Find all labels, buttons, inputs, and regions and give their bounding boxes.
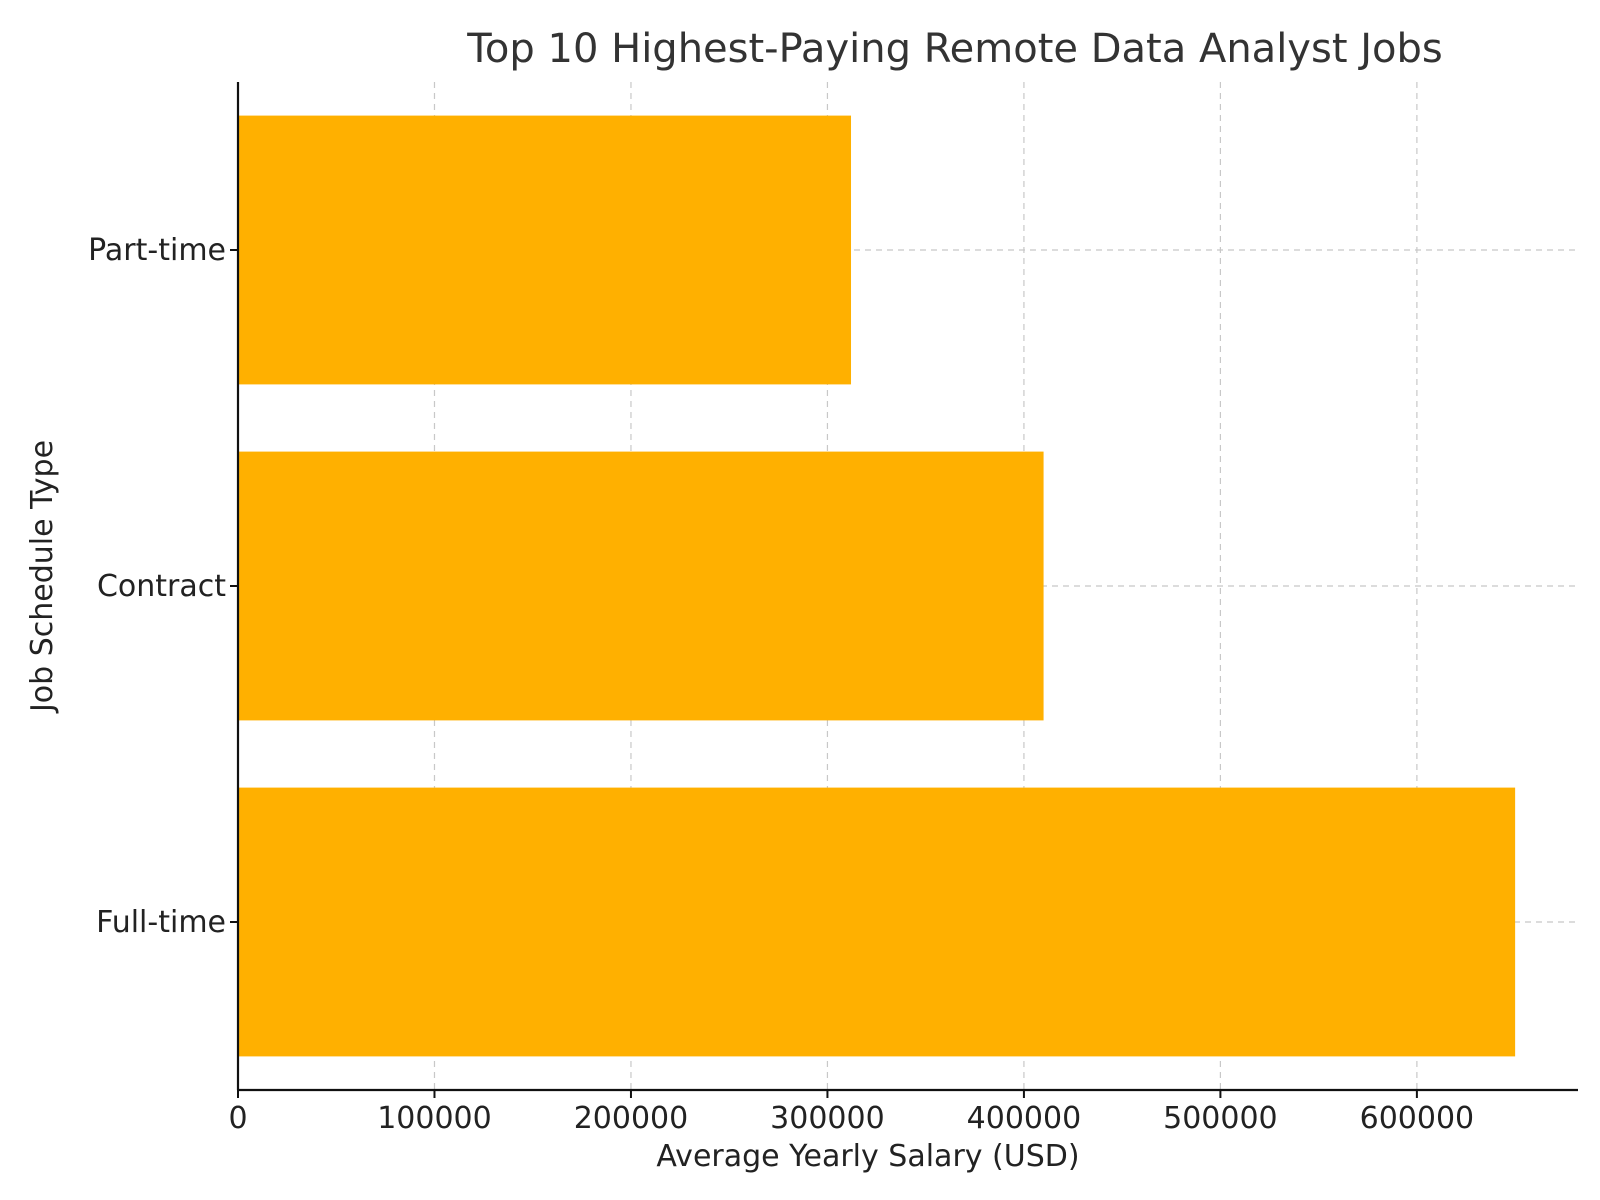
- y-tick-label: Part-time: [88, 233, 226, 268]
- x-tick-label: 400000: [967, 1101, 1082, 1136]
- bar-part-time: [238, 115, 852, 385]
- bars-layer: [238, 115, 1516, 1057]
- x-tick-label: 500000: [1163, 1101, 1278, 1136]
- x-tick-label: 600000: [1360, 1101, 1475, 1136]
- bar-contract: [238, 451, 1044, 721]
- y-tick-label: Contract: [97, 569, 226, 604]
- x-tick-label: 100000: [377, 1101, 492, 1136]
- x-tick-label: 200000: [574, 1101, 689, 1136]
- ticks-layer: 0 100000 200000 300000 400000 500000 600000 Par…: [88, 233, 1474, 1136]
- bar-full-time: [238, 787, 1516, 1057]
- chart-title: Top 10 Highest-Paying Remote Data Analys…: [466, 26, 1442, 72]
- x-tick-label: 0: [228, 1101, 247, 1136]
- x-axis-label: Average Yearly Salary (USD): [656, 1139, 1079, 1174]
- y-axis-label: Job Schedule Type: [25, 440, 60, 714]
- x-tick-label: 300000: [770, 1101, 885, 1136]
- y-tick-label: Full-time: [96, 905, 226, 940]
